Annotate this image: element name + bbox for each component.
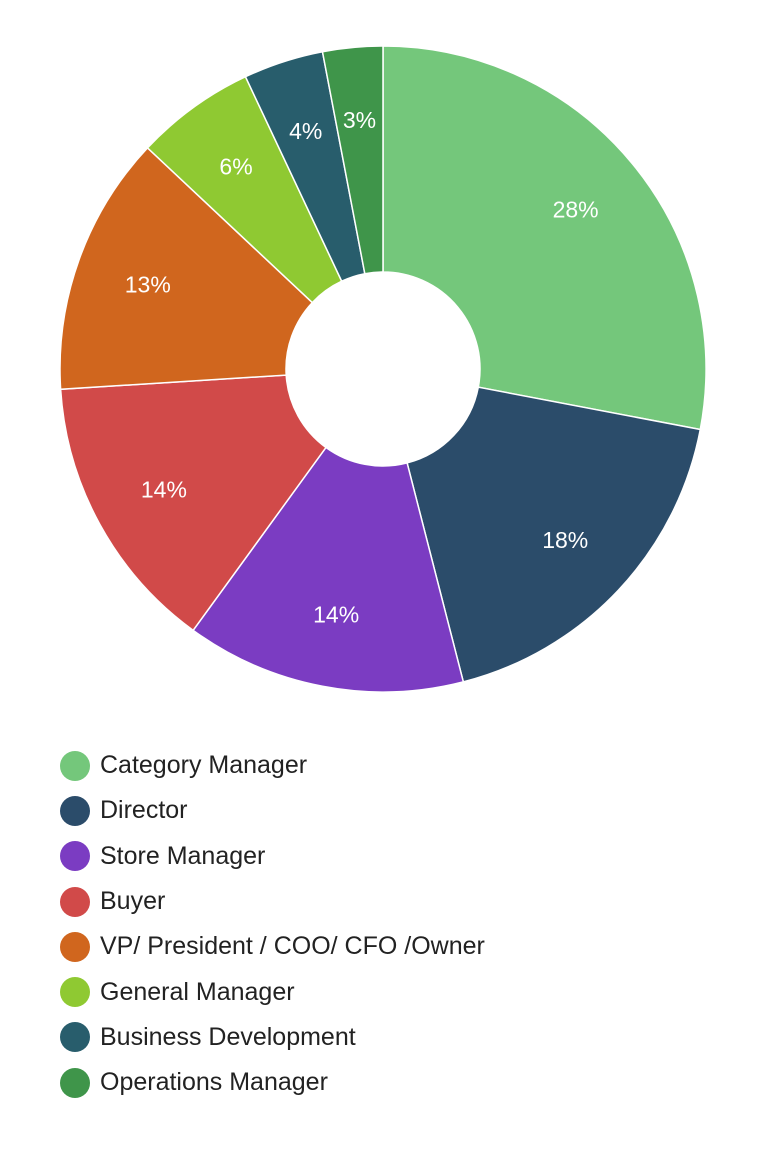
legend-item-store-manager: Store Manager xyxy=(60,834,485,879)
slice-label-store-manager: 14% xyxy=(313,602,359,628)
legend-swatch-icon xyxy=(60,795,90,826)
legend-item-operations-manager: Operations Manager xyxy=(60,1060,485,1105)
slice-label-operations-manager: 3% xyxy=(343,107,376,133)
legend-swatch-icon xyxy=(60,750,90,781)
legend-swatch-icon xyxy=(60,1067,90,1098)
slice-buyer xyxy=(59,374,328,632)
legend-item-business-development: Business Development xyxy=(60,1015,485,1060)
slice-label-business-development: 4% xyxy=(289,118,322,144)
legend-item-buyer: Buyer xyxy=(60,879,485,924)
legend-item-category-manager: Category Manager xyxy=(60,743,485,788)
donut-chart: 28% 18% 14% 14% 13% 6% 4% 3% xyxy=(59,45,707,693)
legend-label: VP/ President / COO/ CFO /Owner xyxy=(100,932,485,961)
donut-slices xyxy=(59,45,707,693)
legend-label: Category Manager xyxy=(100,751,308,780)
slice-operations-manager xyxy=(321,45,384,275)
legend-label: Business Development xyxy=(100,1022,356,1051)
slice-label-general-manager: 6% xyxy=(219,154,252,180)
legend-label: Operations Manager xyxy=(100,1068,328,1097)
legend-label: Director xyxy=(100,796,188,825)
legend-swatch-icon xyxy=(60,931,90,962)
slice-label-buyer: 14% xyxy=(141,476,187,502)
chart-legend: Category Manager Director Store Manager Buy… xyxy=(60,743,485,1105)
legend-item-vp-president-coo-cfo-owner: VP/ President / COO/ CFO /Owner xyxy=(60,924,485,969)
slice-vp-president-coo-cfo-owner xyxy=(59,146,314,391)
slice-label-director: 18% xyxy=(542,527,588,553)
legend-swatch-icon xyxy=(60,841,90,872)
legend-swatch-icon xyxy=(60,1022,90,1053)
slice-director xyxy=(406,386,702,683)
legend-item-director: Director xyxy=(60,788,485,833)
slice-label-category-manager: 28% xyxy=(553,197,599,223)
slice-label-vp-president-coo-cfo-owner: 13% xyxy=(125,271,171,297)
legend-swatch-icon xyxy=(60,886,90,917)
legend-label: Buyer xyxy=(100,887,166,916)
slice-store-manager xyxy=(192,446,465,693)
legend-item-general-manager: General Manager xyxy=(60,969,485,1014)
slice-category-manager xyxy=(382,45,707,431)
legend-label: Store Manager xyxy=(100,841,266,870)
legend-label: General Manager xyxy=(100,977,295,1006)
legend-swatch-icon xyxy=(60,977,90,1008)
donut-slice-labels: 28% 18% 14% 14% 13% 6% 4% 3% xyxy=(125,107,599,627)
